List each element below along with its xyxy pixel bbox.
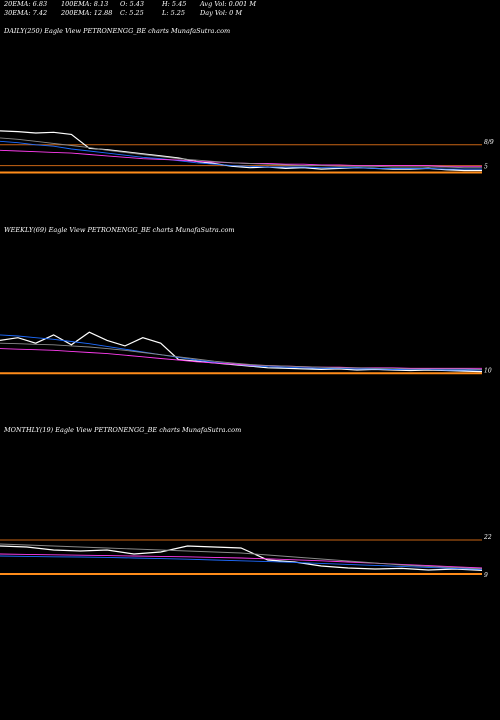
monthly-tick-label-0: 22 <box>483 534 492 541</box>
monthly-price-chart: 22 9 <box>0 534 492 579</box>
monthly-series-ema_mid <box>0 553 483 569</box>
ema100-stat: 100EMA: 8.13 <box>61 0 109 8</box>
avg-vol-stat: Avg Vol: 0.001 M <box>200 0 257 8</box>
monthly-series-price <box>0 545 483 571</box>
daily-tick-label-1: 5 <box>484 164 488 171</box>
weekly-series-ema_slow <box>0 342 483 370</box>
ema30-stat: 30EMA: 7.42 <box>4 9 48 17</box>
daily-panel-title: DAILY(250) Eagle View PETRONENGG_BE char… <box>4 27 231 35</box>
day-vol-stat: Day Vol: 0 M <box>200 9 243 17</box>
close-stat: C: 5.25 <box>120 9 144 17</box>
daily-series-ema_slow <box>0 137 482 169</box>
daily-price-chart: 8/9 5 <box>0 130 494 174</box>
daily-series-ema_fast <box>0 140 482 170</box>
monthly-series-ema_slow <box>0 543 483 570</box>
daily-tick-label-0: 8/9 <box>484 139 494 146</box>
ema20-stat: 20EMA: 6.83 <box>4 0 48 8</box>
weekly-panel-title: WEEKLY(69) Eagle View PETRONENGG_BE char… <box>4 226 235 234</box>
daily-series-price <box>0 130 482 172</box>
weekly-tick-label-0: 10 <box>484 367 492 374</box>
ema200-stat: 200EMA: 12.88 <box>61 9 113 17</box>
weekly-series-price <box>0 331 483 373</box>
high-stat: H: 5.45 <box>162 0 187 8</box>
monthly-series-ema_fast <box>0 555 483 570</box>
low-stat: L: 5.25 <box>162 9 186 17</box>
weekly-series-ema_mid <box>0 348 482 369</box>
monthly-panel-title: MONTHLY(19) Eagle View PETRONENGG_BE cha… <box>4 426 242 434</box>
daily-series-ema_mid <box>0 149 482 167</box>
weekly-price-chart: 10 <box>0 331 492 375</box>
open-stat: O: 5.43 <box>120 0 145 8</box>
monthly-tick-label-1: 9 <box>484 572 488 579</box>
